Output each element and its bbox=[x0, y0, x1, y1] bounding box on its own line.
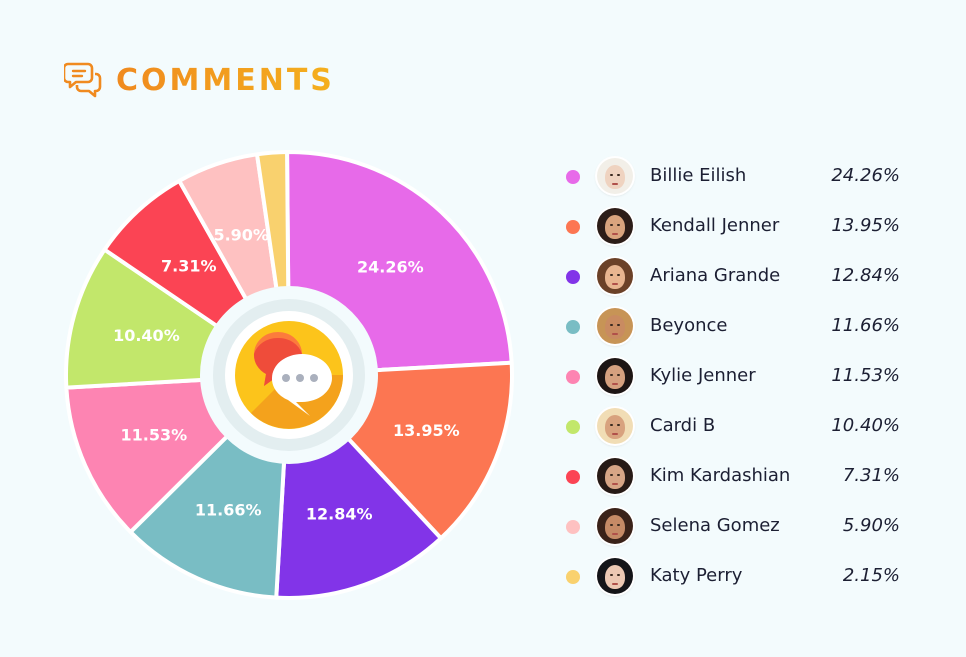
slice-label-selena-gomez: 5.90% bbox=[213, 225, 269, 244]
page-title: COMMENTS bbox=[116, 62, 335, 98]
slice-label-kendall-jenner: 13.95% bbox=[393, 421, 460, 440]
kylie-jenner-avatar bbox=[597, 358, 633, 394]
kim-kardashian-avatar bbox=[597, 458, 633, 494]
slice-label-kim-kardashian: 7.31% bbox=[161, 257, 217, 276]
legend-name: Ariana Grande bbox=[650, 265, 781, 286]
legend-percentage: 10.40% bbox=[831, 415, 900, 436]
legend-color-dot bbox=[566, 520, 580, 534]
legend-item: Billie Eilish 24.26% bbox=[560, 152, 910, 202]
legend-item: Katy Perry 2.15% bbox=[560, 552, 910, 602]
legend-percentage: 5.90% bbox=[842, 515, 900, 536]
center-badge bbox=[200, 286, 378, 464]
legend-percentage: 12.84% bbox=[831, 265, 900, 286]
legend-name: Kylie Jenner bbox=[650, 365, 756, 386]
billie-eilish-avatar bbox=[597, 158, 633, 194]
legend-item: Cardi B 10.40% bbox=[560, 402, 910, 452]
legend-color-dot bbox=[566, 220, 580, 234]
legend-percentage: 24.26% bbox=[831, 165, 900, 186]
legend: Billie Eilish 24.26% Kendall Jenner 13.95% A… bbox=[560, 152, 910, 602]
cardi-b-avatar bbox=[597, 408, 633, 444]
legend-name: Cardi B bbox=[650, 415, 716, 436]
header: COMMENTS bbox=[64, 58, 335, 102]
comments-icon bbox=[64, 62, 102, 98]
legend-color-dot bbox=[566, 570, 580, 584]
legend-percentage: 11.53% bbox=[831, 365, 900, 386]
legend-color-dot bbox=[566, 420, 580, 434]
legend-percentage: 13.95% bbox=[831, 215, 900, 236]
legend-item: Kim Kardashian 7.31% bbox=[560, 452, 910, 502]
ariana-grande-avatar bbox=[597, 258, 633, 294]
legend-color-dot bbox=[566, 170, 580, 184]
legend-name: Billie Eilish bbox=[650, 165, 747, 186]
legend-color-dot bbox=[566, 370, 580, 384]
legend-name: Kim Kardashian bbox=[650, 465, 791, 486]
legend-percentage: 7.31% bbox=[842, 465, 900, 486]
slice-label-cardi-b: 10.40% bbox=[113, 326, 180, 345]
legend-item: Kylie Jenner 11.53% bbox=[560, 352, 910, 402]
slice-label-ariana-grande: 12.84% bbox=[306, 505, 373, 524]
legend-name: Katy Perry bbox=[650, 565, 743, 586]
legend-percentage: 11.66% bbox=[831, 315, 900, 336]
kendall-jenner-avatar bbox=[597, 208, 633, 244]
legend-item: Kendall Jenner 13.95% bbox=[560, 202, 910, 252]
legend-color-dot bbox=[566, 270, 580, 284]
slice-label-kylie-jenner: 11.53% bbox=[120, 426, 187, 445]
chat-bubbles-icon bbox=[235, 321, 343, 429]
legend-item: Beyonce 11.66% bbox=[560, 302, 910, 352]
legend-color-dot bbox=[566, 320, 580, 334]
legend-percentage: 2.15% bbox=[842, 565, 900, 586]
katy-perry-avatar bbox=[597, 558, 633, 594]
legend-name: Selena Gomez bbox=[650, 515, 780, 536]
slice-label-billie-eilish: 24.26% bbox=[357, 258, 424, 277]
beyonce-avatar bbox=[597, 308, 633, 344]
legend-item: Ariana Grande 12.84% bbox=[560, 252, 910, 302]
slice-label-beyonce: 11.66% bbox=[195, 500, 262, 519]
selena-gomez-avatar bbox=[597, 508, 633, 544]
legend-item: Selena Gomez 5.90% bbox=[560, 502, 910, 552]
legend-name: Beyonce bbox=[650, 315, 728, 336]
pie-chart: 24.26% 13.95% 12.84% 11.66% 11.53% 10.40% 7.31… bbox=[64, 150, 514, 600]
legend-color-dot bbox=[566, 470, 580, 484]
legend-name: Kendall Jenner bbox=[650, 215, 780, 236]
